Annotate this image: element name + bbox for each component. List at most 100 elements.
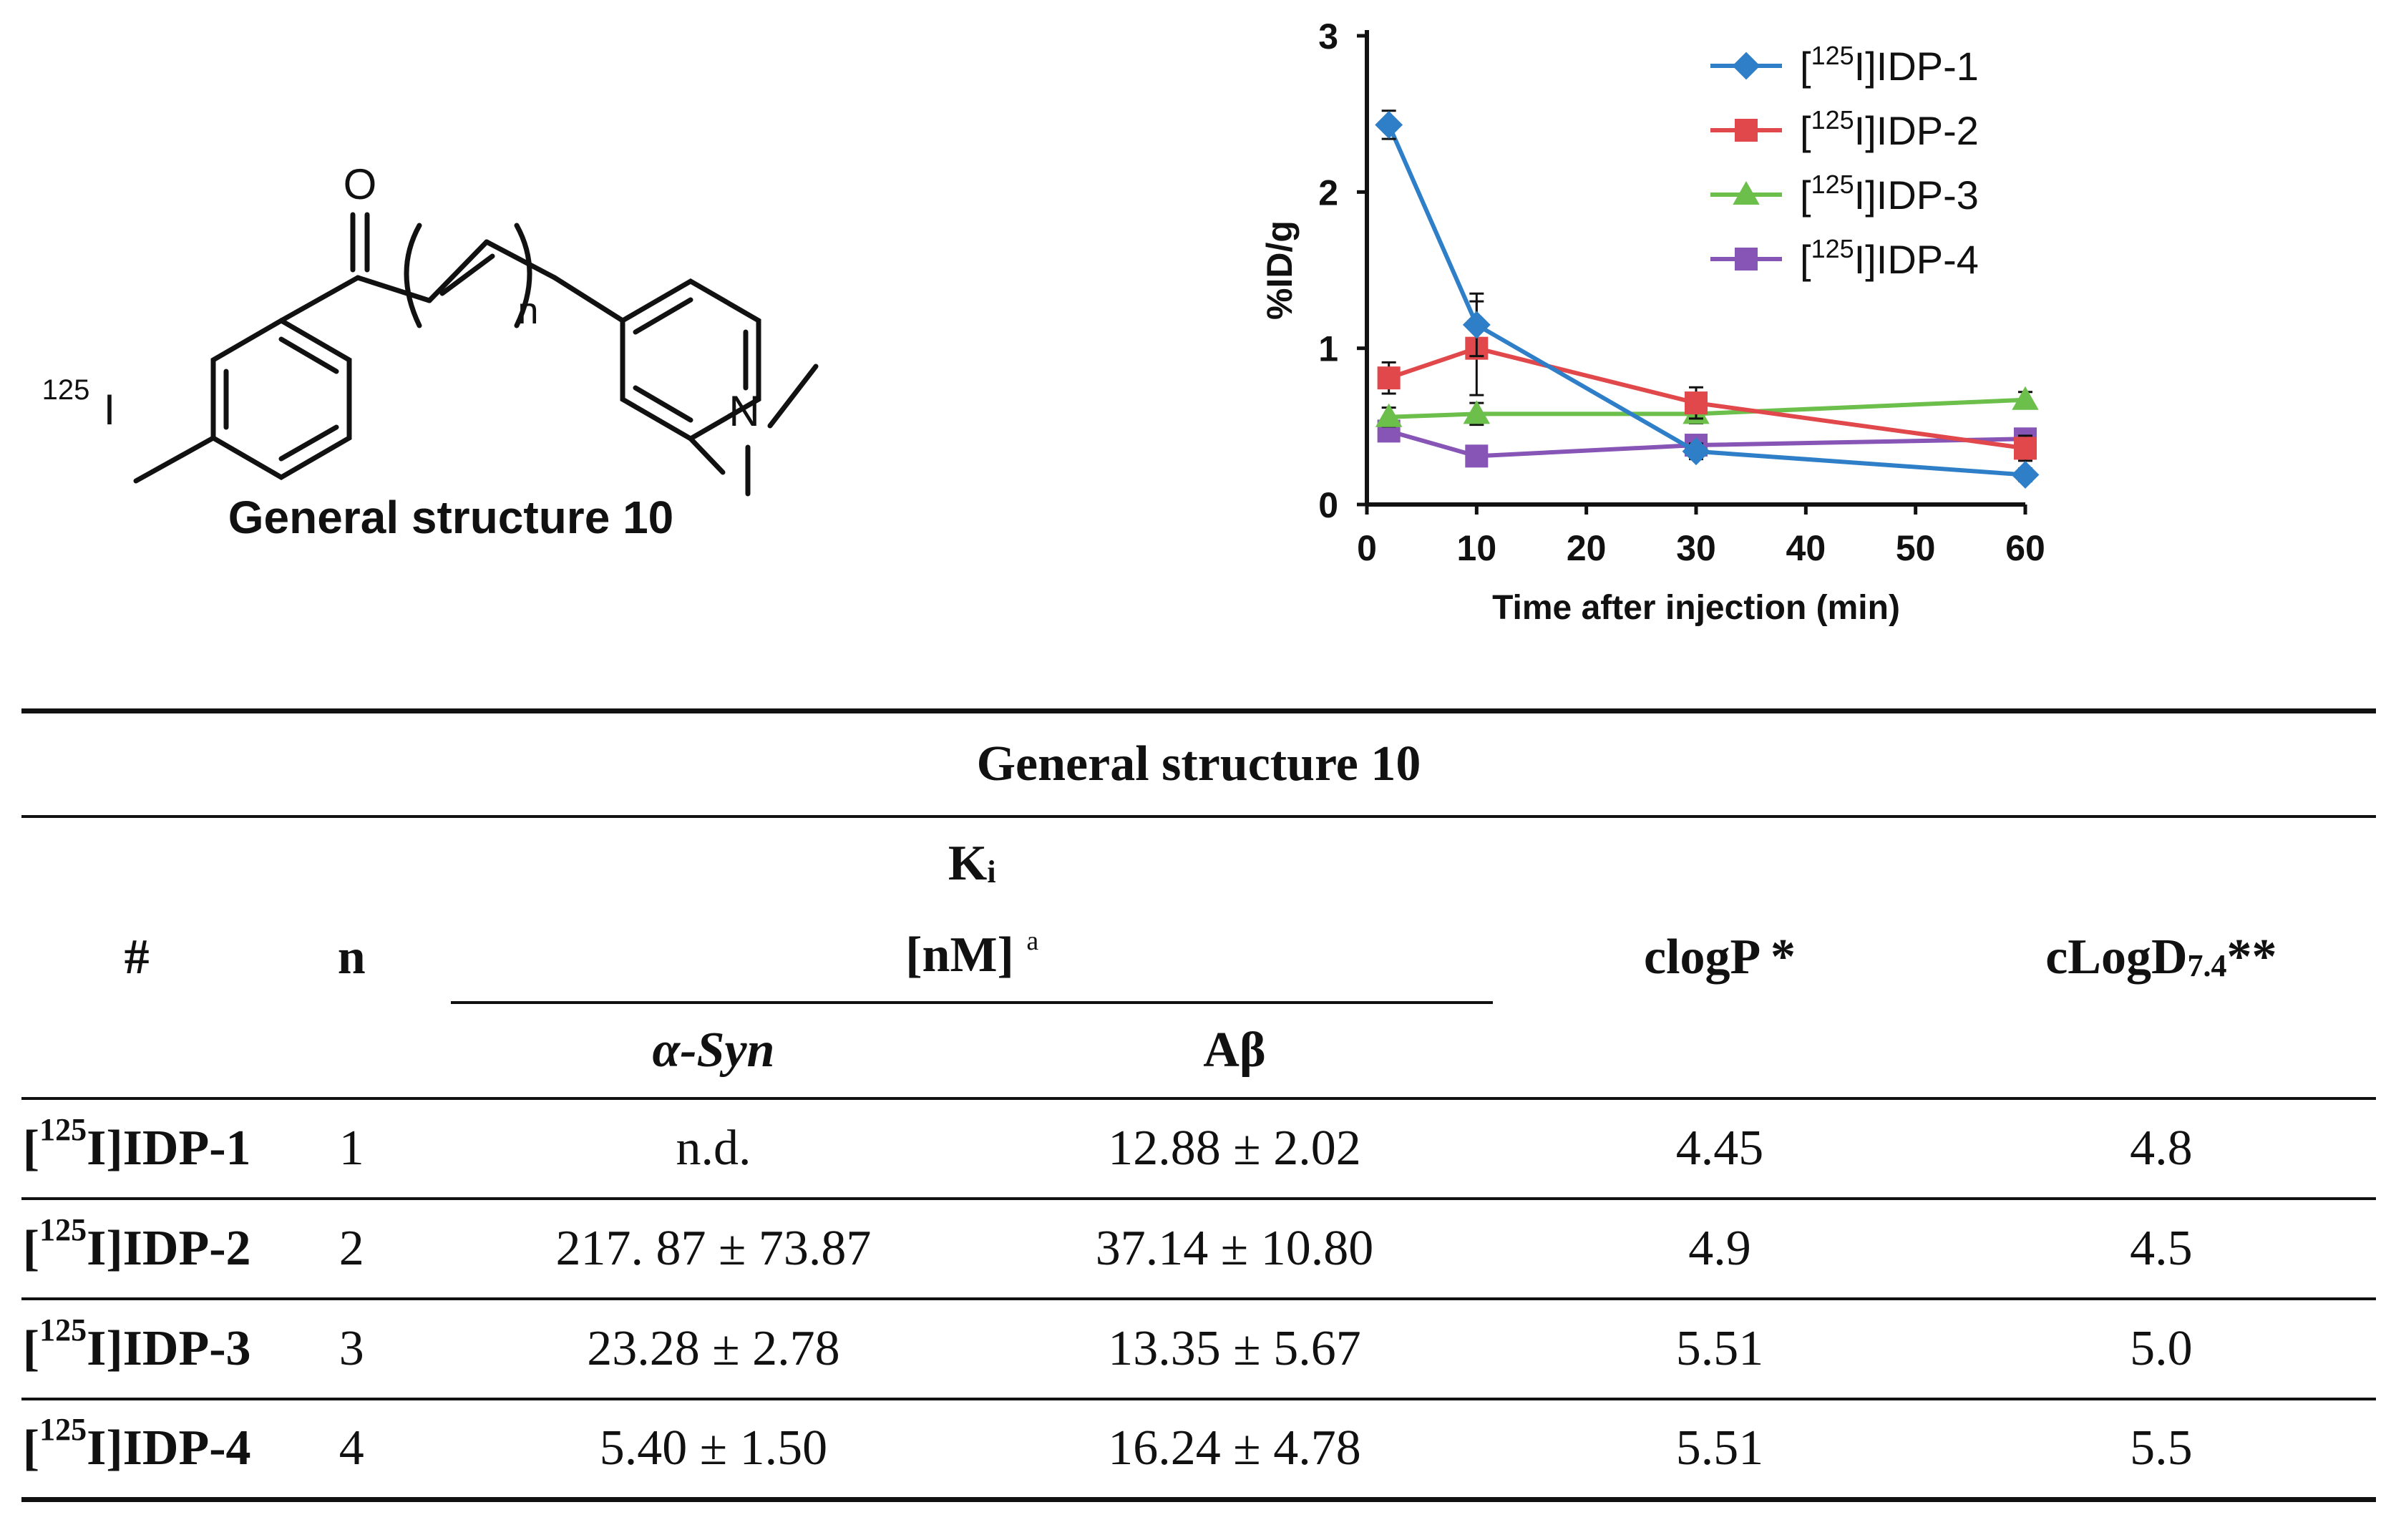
clogp-cell: 4.9 [1493, 1199, 1947, 1300]
data-point-triangle [1463, 400, 1491, 424]
data-point-square [1377, 366, 1401, 390]
series-line [1388, 397, 2026, 419]
legend-label: [125I]IDP-2 [1800, 105, 1979, 153]
y-axis-label: %ID/g [1260, 220, 1300, 320]
asyn-cell: 217. 87 ± 73.87 [451, 1199, 976, 1300]
header-hash: # [21, 817, 253, 1100]
compound-isotope: 125 [39, 1412, 87, 1448]
x-tick-label: 60 [2005, 528, 2045, 568]
compound-cell: [125I]IDP-2 [21, 1199, 253, 1300]
data-point-diamond [1732, 52, 1761, 80]
compound-bracket: [ [22, 1420, 40, 1476]
header-ki: Ki [451, 817, 1493, 910]
header-ki-unit: [nM] a [451, 910, 1494, 1004]
n-cell: 4 [252, 1399, 452, 1502]
x-axis-label: Time after injection (min) [1492, 589, 1900, 627]
series-line [1388, 346, 2026, 451]
clogp-cell: 4.45 [1493, 1098, 1947, 1200]
data-point-triangle [2012, 386, 2039, 410]
compound-cell: [125I]IDP-1 [21, 1098, 253, 1200]
table-row: [125I]IDP-1 1 n.d. 12.88 ± 2.02 4.45 4.8 [21, 1098, 2376, 1200]
table-row: [125I]IDP-3 3 23.28 ± 2.78 13.35 ± 5.67 … [21, 1299, 2376, 1400]
header-n: n [252, 817, 452, 1100]
abeta-cell: 13.35 ± 5.67 [975, 1299, 1494, 1400]
chart-series [1375, 109, 2040, 489]
compound-bracket: [ [22, 1221, 40, 1276]
compound-cell: [125I]IDP-3 [21, 1299, 253, 1400]
series-line [1386, 124, 2026, 477]
header-clogd-sub: 7.4 [2187, 948, 2227, 983]
abeta-cell: 16.24 ± 4.78 [975, 1399, 1494, 1502]
abeta-cell: 37.14 ± 10.80 [975, 1199, 1494, 1300]
compound-cell: [125I]IDP-4 [21, 1399, 253, 1502]
header-ki-note: a [1026, 926, 1039, 956]
iodine-mass-label: 125 [42, 374, 90, 406]
clogp-cell: 5.51 [1493, 1299, 1947, 1400]
data-point-square [1685, 391, 1708, 415]
header-ki-main: K [948, 836, 988, 891]
series-group [1377, 419, 2037, 468]
compound-table: General structure 10 # n Ki clogP * cLog… [21, 708, 2376, 1502]
x-tick-label: 40 [1786, 528, 1826, 568]
compound-bracket: [ [22, 1121, 40, 1176]
compound-name: I]IDP-2 [87, 1221, 251, 1276]
compound-isotope: 125 [39, 1312, 87, 1348]
legend-label: [125I]IDP-3 [1800, 170, 1979, 218]
n-cell: 1 [252, 1098, 452, 1200]
legend-item: [125I]IDP-3 [1710, 170, 1979, 218]
data-point-diamond [2011, 461, 2040, 489]
header-ki-unit-text: [nM] [905, 927, 1027, 983]
clogd-cell: 5.0 [1946, 1299, 2376, 1400]
repeat-n-label: n [518, 291, 539, 332]
legend-item: [125I]IDP-4 [1710, 234, 1979, 282]
structure-bonds [133, 212, 819, 497]
header-clogp: clogP * [1493, 817, 1947, 1100]
x-tick-label: 0 [1357, 528, 1377, 568]
header-abeta: Aβ [975, 1003, 1494, 1100]
header-clogd: cLogD7.4** [1946, 817, 2376, 1100]
y-tick-label: 0 [1318, 485, 1338, 525]
nitrogen-label: N [729, 387, 759, 435]
data-point-diamond [1462, 311, 1491, 339]
clogd-cell: 4.8 [1946, 1098, 2376, 1200]
table-row: [125I]IDP-4 4 5.40 ± 1.50 16.24 ± 4.78 5… [21, 1399, 2376, 1502]
x-tick-label: 20 [1567, 528, 1607, 568]
abeta-cell: 12.88 ± 2.02 [975, 1098, 1494, 1200]
asyn-cell: 5.40 ± 1.50 [451, 1399, 976, 1502]
clogd-cell: 5.5 [1946, 1399, 2376, 1502]
clogd-cell: 4.5 [1946, 1199, 2376, 1300]
header-clogd-main: cLogD [2045, 930, 2188, 985]
compound-bracket: [ [22, 1321, 40, 1376]
data-point-diamond [1375, 111, 1403, 139]
header-clogd-stars: ** [2226, 930, 2277, 985]
table-row: [125I]IDP-2 2 217. 87 ± 73.87 37.14 ± 10… [21, 1199, 2376, 1300]
data-point-triangle [1733, 180, 1760, 205]
y-tick-label: 1 [1318, 329, 1338, 369]
chemical-structure: O n N 125 I General structure 10 [42, 160, 819, 543]
compound-isotope: 125 [39, 1212, 87, 1247]
data-point-diamond [1682, 437, 1710, 466]
y-tick-label: 3 [1318, 16, 1338, 57]
legend-label: [125I]IDP-4 [1800, 234, 1979, 282]
data-point-square [2014, 437, 2037, 460]
x-tick-label: 50 [1896, 528, 1936, 568]
series-group [1375, 109, 2040, 489]
iodine-label: I [104, 386, 116, 434]
structure-caption: General structure 10 [228, 492, 674, 543]
table-caption: General structure 10 [21, 708, 2376, 818]
data-point-square [1735, 248, 1758, 271]
oxygen-label: O [344, 160, 377, 208]
legend-item: [125I]IDP-1 [1710, 41, 1979, 89]
header-ki-sub: i [987, 854, 996, 890]
data-point-square [1735, 119, 1758, 142]
compound-name: I]IDP-1 [87, 1121, 251, 1176]
data-point-triangle [1375, 403, 1403, 427]
x-tick-label: 30 [1676, 528, 1716, 568]
n-cell: 2 [252, 1199, 452, 1300]
x-tick-label: 10 [1457, 528, 1497, 568]
legend-item: [125I]IDP-2 [1710, 105, 1979, 153]
n-cell: 3 [252, 1299, 452, 1400]
asyn-cell: n.d. [451, 1098, 976, 1200]
